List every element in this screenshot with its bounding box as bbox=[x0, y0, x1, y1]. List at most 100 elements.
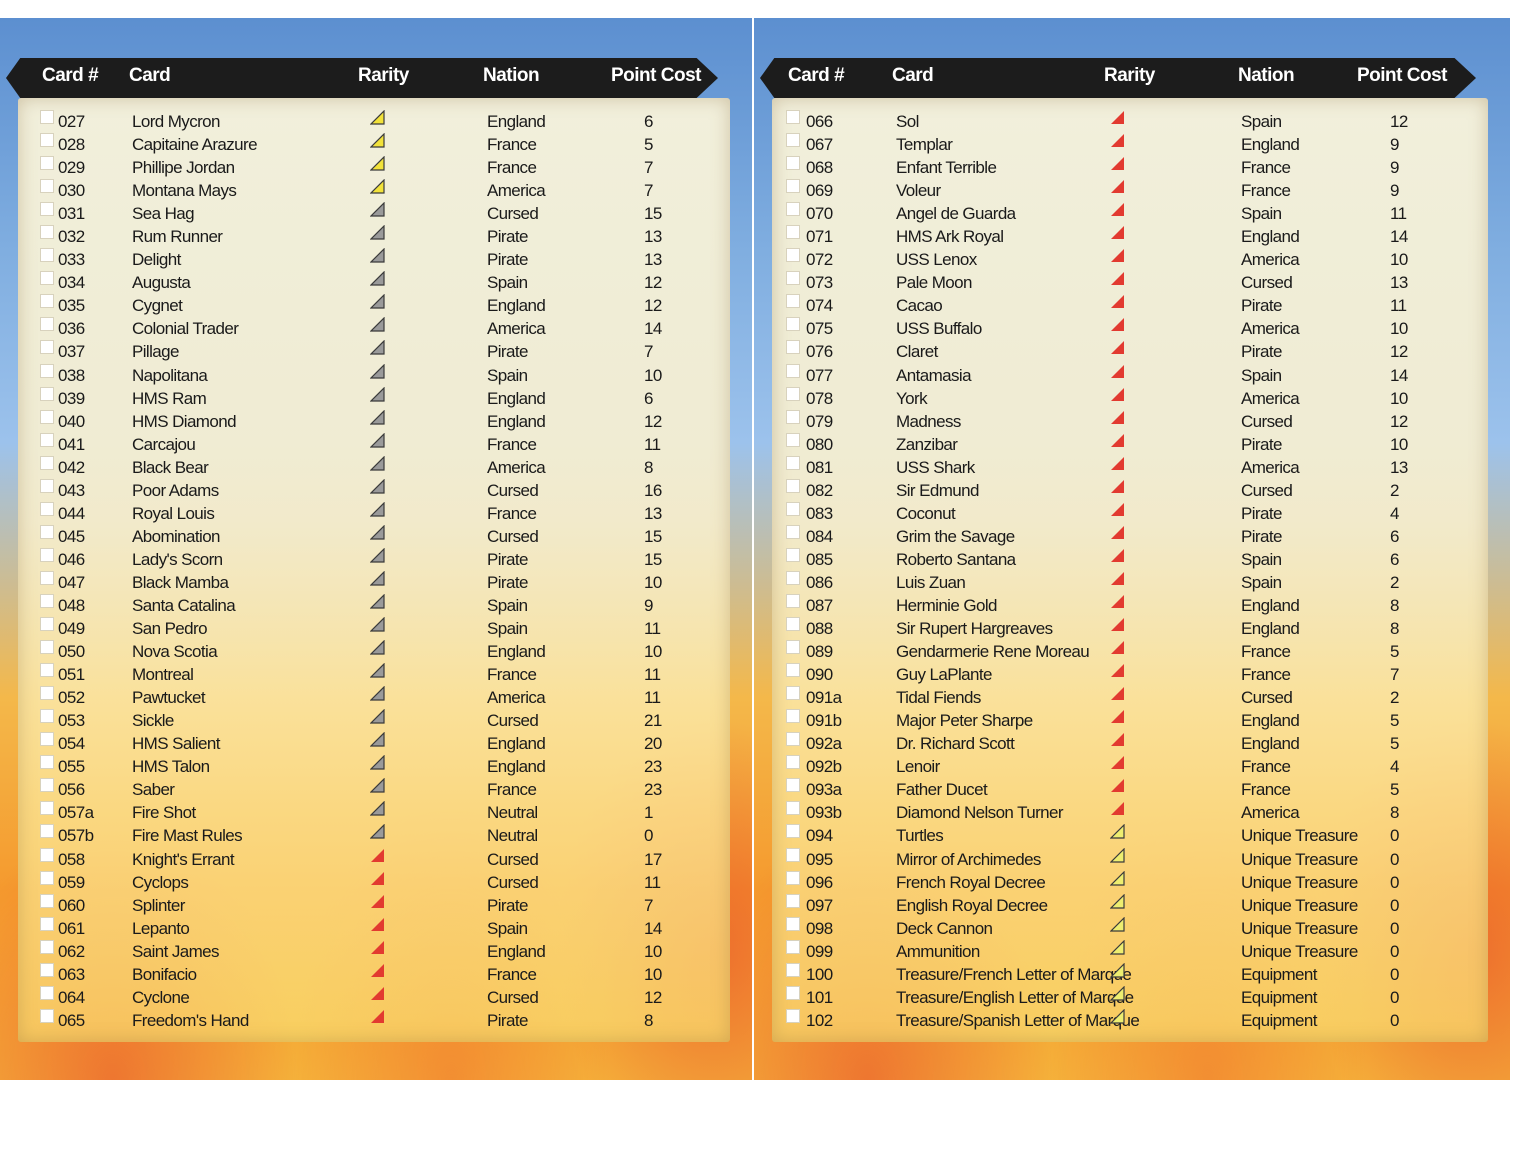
card-checkbox[interactable] bbox=[40, 916, 54, 931]
card-checkbox[interactable] bbox=[40, 156, 54, 171]
rarity-treasure-icon bbox=[1110, 1008, 1125, 1024]
card-checkbox[interactable] bbox=[786, 893, 800, 908]
card-name: USS Shark bbox=[896, 457, 975, 477]
card-checkbox[interactable] bbox=[786, 778, 800, 793]
card-checkbox[interactable] bbox=[40, 663, 54, 678]
card-checkbox[interactable] bbox=[786, 870, 800, 885]
card-checkbox[interactable] bbox=[40, 317, 54, 332]
card-checkbox[interactable] bbox=[40, 801, 54, 816]
card-checkbox[interactable] bbox=[786, 156, 800, 171]
card-checkbox[interactable] bbox=[786, 455, 800, 470]
card-checkbox[interactable] bbox=[40, 432, 54, 447]
card-checkbox[interactable] bbox=[786, 755, 800, 770]
card-checkbox[interactable] bbox=[786, 617, 800, 632]
card-checkbox[interactable] bbox=[40, 386, 54, 401]
card-checkbox[interactable] bbox=[40, 455, 54, 470]
card-point-cost: 11 bbox=[1390, 204, 1407, 224]
card-nation: Unique Treasure bbox=[1241, 849, 1358, 869]
card-checkbox[interactable] bbox=[40, 409, 54, 424]
card-checkbox[interactable] bbox=[40, 732, 54, 747]
card-point-cost: 13 bbox=[644, 227, 662, 247]
card-checkbox[interactable] bbox=[40, 824, 54, 839]
card-row: 030 Montana Mays America 7 bbox=[0, 179, 752, 202]
card-checkbox[interactable] bbox=[40, 363, 54, 378]
card-checkbox[interactable] bbox=[786, 363, 800, 378]
card-checkbox[interactable] bbox=[40, 110, 54, 124]
card-checkbox[interactable] bbox=[786, 640, 800, 655]
card-checkbox[interactable] bbox=[40, 202, 54, 217]
card-nation: America bbox=[487, 457, 546, 477]
card-checkbox[interactable] bbox=[786, 985, 800, 1000]
card-checkbox[interactable] bbox=[40, 893, 54, 908]
card-checkbox[interactable] bbox=[40, 640, 54, 655]
card-checkbox[interactable] bbox=[40, 939, 54, 954]
card-checkbox[interactable] bbox=[786, 271, 800, 286]
card-checkbox[interactable] bbox=[786, 939, 800, 954]
card-checkbox[interactable] bbox=[40, 1008, 54, 1023]
card-checkbox[interactable] bbox=[786, 663, 800, 678]
card-checkbox[interactable] bbox=[40, 985, 54, 1000]
card-checkbox[interactable] bbox=[40, 340, 54, 355]
card-checkbox[interactable] bbox=[786, 524, 800, 539]
card-checkbox[interactable] bbox=[40, 133, 54, 148]
card-checkbox[interactable] bbox=[786, 225, 800, 240]
card-checkbox[interactable] bbox=[786, 801, 800, 816]
card-checkbox[interactable] bbox=[786, 432, 800, 447]
card-checkbox[interactable] bbox=[786, 179, 800, 194]
card-checkbox[interactable] bbox=[786, 133, 800, 148]
card-checkbox[interactable] bbox=[786, 478, 800, 493]
card-checkbox[interactable] bbox=[40, 271, 54, 286]
card-row: 089 Gendarmerie Rene Moreau France 5 bbox=[754, 640, 1510, 663]
card-checkbox[interactable] bbox=[40, 570, 54, 585]
card-checkbox[interactable] bbox=[786, 317, 800, 332]
card-name: Sir Rupert Hargreaves bbox=[896, 619, 1053, 639]
card-checkbox[interactable] bbox=[786, 732, 800, 747]
card-checkbox[interactable] bbox=[40, 547, 54, 562]
card-checkbox[interactable] bbox=[40, 870, 54, 885]
card-checkbox[interactable] bbox=[40, 225, 54, 240]
card-checkbox[interactable] bbox=[786, 847, 800, 862]
card-checkbox[interactable] bbox=[786, 570, 800, 585]
card-checkbox[interactable] bbox=[40, 847, 54, 862]
card-checkbox[interactable] bbox=[786, 824, 800, 839]
card-checkbox[interactable] bbox=[40, 709, 54, 724]
card-checkbox[interactable] bbox=[786, 593, 800, 608]
card-checkbox[interactable] bbox=[786, 1008, 800, 1023]
card-checkbox[interactable] bbox=[40, 617, 54, 632]
card-row: 092a Dr. Richard Scott England 5 bbox=[754, 732, 1510, 755]
card-checkbox[interactable] bbox=[40, 755, 54, 770]
card-checkbox[interactable] bbox=[786, 294, 800, 309]
card-nation: Spain bbox=[1241, 204, 1282, 224]
card-checkbox[interactable] bbox=[40, 686, 54, 701]
card-checkbox[interactable] bbox=[40, 962, 54, 977]
card-checkbox[interactable] bbox=[786, 340, 800, 355]
card-checkbox[interactable] bbox=[40, 248, 54, 263]
card-checkbox[interactable] bbox=[786, 501, 800, 516]
card-point-cost: 0 bbox=[1390, 918, 1399, 938]
card-nation: Cursed bbox=[487, 480, 539, 500]
card-number: 091b bbox=[806, 711, 842, 731]
card-checkbox[interactable] bbox=[786, 547, 800, 562]
card-checkbox[interactable] bbox=[786, 110, 800, 124]
card-checkbox[interactable] bbox=[40, 179, 54, 194]
card-checkbox[interactable] bbox=[40, 478, 54, 493]
card-number: 036 bbox=[58, 319, 85, 339]
card-checkbox[interactable] bbox=[40, 524, 54, 539]
card-checkbox[interactable] bbox=[786, 686, 800, 701]
card-row: 043 Poor Adams Cursed 16 bbox=[0, 478, 752, 502]
card-number: 088 bbox=[806, 619, 833, 639]
card-name: English Royal Decree bbox=[896, 895, 1048, 915]
card-checkbox[interactable] bbox=[786, 962, 800, 977]
card-checkbox[interactable] bbox=[786, 248, 800, 263]
card-checkbox[interactable] bbox=[40, 294, 54, 309]
card-checkbox[interactable] bbox=[786, 386, 800, 401]
card-checkbox[interactable] bbox=[786, 709, 800, 724]
card-checkbox[interactable] bbox=[40, 778, 54, 793]
card-row: 064 Cyclone Cursed 12 bbox=[0, 985, 752, 1009]
card-checkbox[interactable] bbox=[40, 501, 54, 516]
card-checkbox[interactable] bbox=[786, 916, 800, 931]
card-checkbox[interactable] bbox=[786, 409, 800, 424]
card-name: Claret bbox=[896, 342, 938, 362]
card-checkbox[interactable] bbox=[40, 593, 54, 608]
card-checkbox[interactable] bbox=[786, 202, 800, 217]
